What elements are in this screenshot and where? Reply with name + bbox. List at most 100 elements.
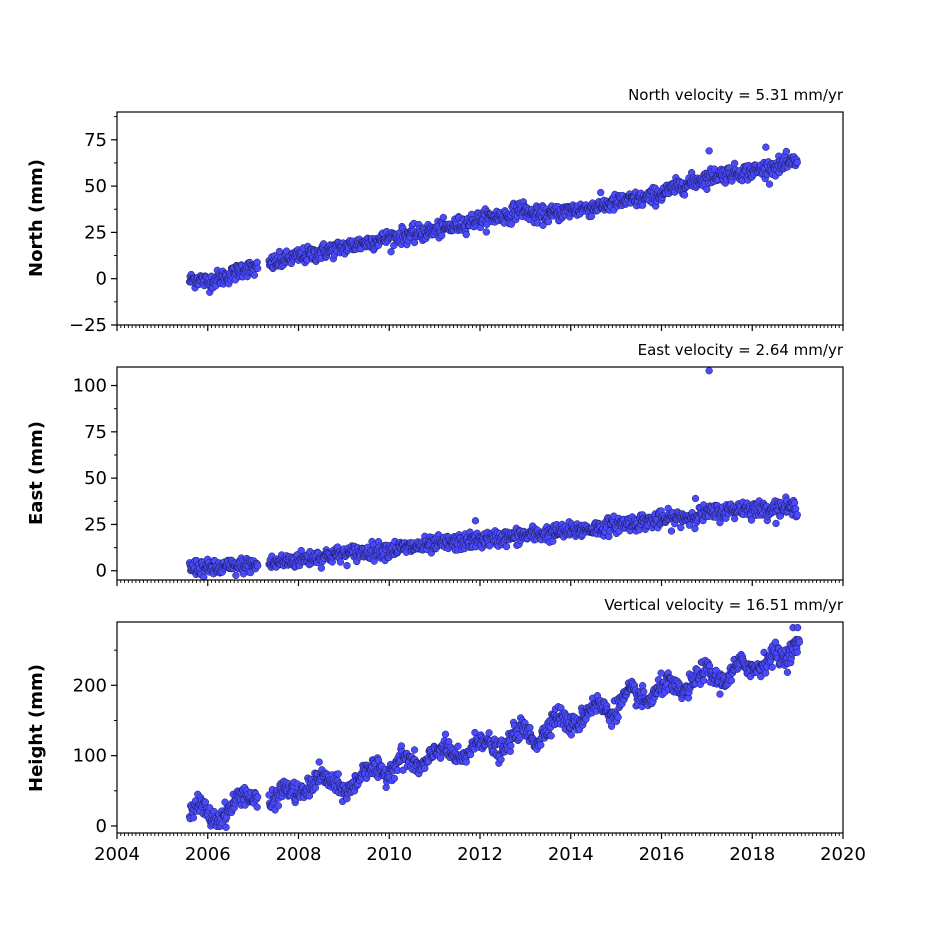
east-point <box>343 561 351 570</box>
east-point <box>793 511 801 519</box>
height-point <box>334 770 342 778</box>
north-point <box>250 271 259 279</box>
north-point <box>765 180 774 188</box>
north-point <box>793 158 801 167</box>
east-outlier-point <box>705 367 713 375</box>
north-point <box>462 230 470 239</box>
north-ytick-label: 75 <box>84 130 107 151</box>
height-point <box>274 802 283 810</box>
xtick-label: 2012 <box>457 844 503 865</box>
east-point <box>485 542 494 550</box>
east-point <box>336 558 345 566</box>
north-xticks <box>116 325 844 331</box>
height-point <box>315 758 323 766</box>
xtick-label: 2016 <box>639 844 685 865</box>
height-points <box>185 623 804 831</box>
height-point <box>567 731 575 739</box>
east-outlier-point <box>471 517 480 525</box>
north-point <box>782 147 791 156</box>
height-title: Vertical velocity = 16.51 mm/yr <box>604 596 844 614</box>
east-point <box>747 516 756 524</box>
east-points <box>185 367 801 581</box>
east-point <box>502 542 511 551</box>
north-title: North velocity = 5.31 mm/yr <box>628 86 844 104</box>
north-ylabel: North (mm) <box>26 159 47 277</box>
north-point <box>410 238 419 247</box>
north-ytick-label: 50 <box>84 176 107 197</box>
xtick-label: 2006 <box>185 844 231 865</box>
east-panel: East velocity = 2.64 mm/yr East (mm) 0 25… <box>26 341 844 586</box>
east-ytick-label: 100 <box>73 376 107 397</box>
height-point <box>390 774 398 783</box>
east-point <box>317 564 326 572</box>
height-panel: Vertical velocity = 16.51 mm/yr Height (… <box>26 596 866 865</box>
height-ylabel: Height (mm) <box>26 664 47 792</box>
xtick-label: 2004 <box>94 844 140 865</box>
north-point <box>254 264 262 273</box>
east-title: East velocity = 2.64 mm/yr <box>638 341 844 359</box>
height-point <box>497 755 505 764</box>
height-point <box>783 668 792 676</box>
xtick-label: 2018 <box>729 844 775 865</box>
height-point <box>657 669 665 677</box>
height-point <box>421 764 429 772</box>
east-ytick-label: 50 <box>84 468 107 489</box>
height-point <box>311 784 320 792</box>
north-point <box>439 213 447 222</box>
north-ytick-label: 25 <box>84 222 107 243</box>
height-ytick-label: 200 <box>73 675 107 696</box>
height-point <box>757 672 765 681</box>
height-point <box>640 687 648 696</box>
east-point <box>790 499 799 507</box>
height-point <box>537 741 545 749</box>
height-point <box>253 803 261 811</box>
height-point <box>436 754 445 762</box>
height-point <box>699 676 708 685</box>
north-point <box>253 258 261 266</box>
north-point <box>730 159 739 167</box>
xtick-label: 2014 <box>548 844 594 865</box>
height-point <box>614 713 622 721</box>
north-point <box>587 212 596 221</box>
east-ytick-label: 75 <box>84 422 107 443</box>
north-ytick-label: −25 <box>69 315 107 336</box>
north-yticks: −25 0 25 50 75 <box>69 116 117 336</box>
height-point <box>607 722 616 730</box>
height-point <box>410 746 419 754</box>
height-point <box>485 729 493 737</box>
height-point <box>516 733 524 742</box>
east-point <box>254 562 262 570</box>
east-point <box>772 519 780 528</box>
east-ytick-label: 0 <box>96 561 107 582</box>
height-ytick-label: 100 <box>73 746 107 767</box>
height-point <box>441 730 450 738</box>
north-outlier-point <box>762 143 770 151</box>
north-point <box>680 191 689 199</box>
height-point <box>189 814 198 822</box>
north-point <box>482 228 491 236</box>
xtick-label: 2010 <box>366 844 412 865</box>
north-point <box>544 218 553 226</box>
east-outlier-point <box>691 494 700 503</box>
height-point <box>768 663 776 671</box>
height-point <box>507 741 515 750</box>
height-ytick-label: 0 <box>96 816 107 837</box>
east-point <box>691 524 699 533</box>
height-point <box>254 793 262 801</box>
east-point <box>232 571 240 579</box>
height-xticks: 2004 2006 2008 2010 2012 2014 2016 2018 2020 <box>94 833 866 865</box>
height-point <box>638 681 647 690</box>
height-point <box>793 648 801 656</box>
east-point <box>730 514 739 523</box>
xtick-label: 2020 <box>820 844 866 865</box>
north-panel: North velocity = 5.31 mm/yr North (mm) −… <box>26 86 844 336</box>
height-point <box>716 690 724 698</box>
xtick-label: 2008 <box>276 844 322 865</box>
east-xticks <box>116 580 844 586</box>
height-point <box>305 792 314 800</box>
north-points <box>185 143 801 296</box>
north-ytick-label: 0 <box>96 269 107 290</box>
height-point <box>795 638 804 646</box>
height-axes-frame <box>116 621 844 834</box>
